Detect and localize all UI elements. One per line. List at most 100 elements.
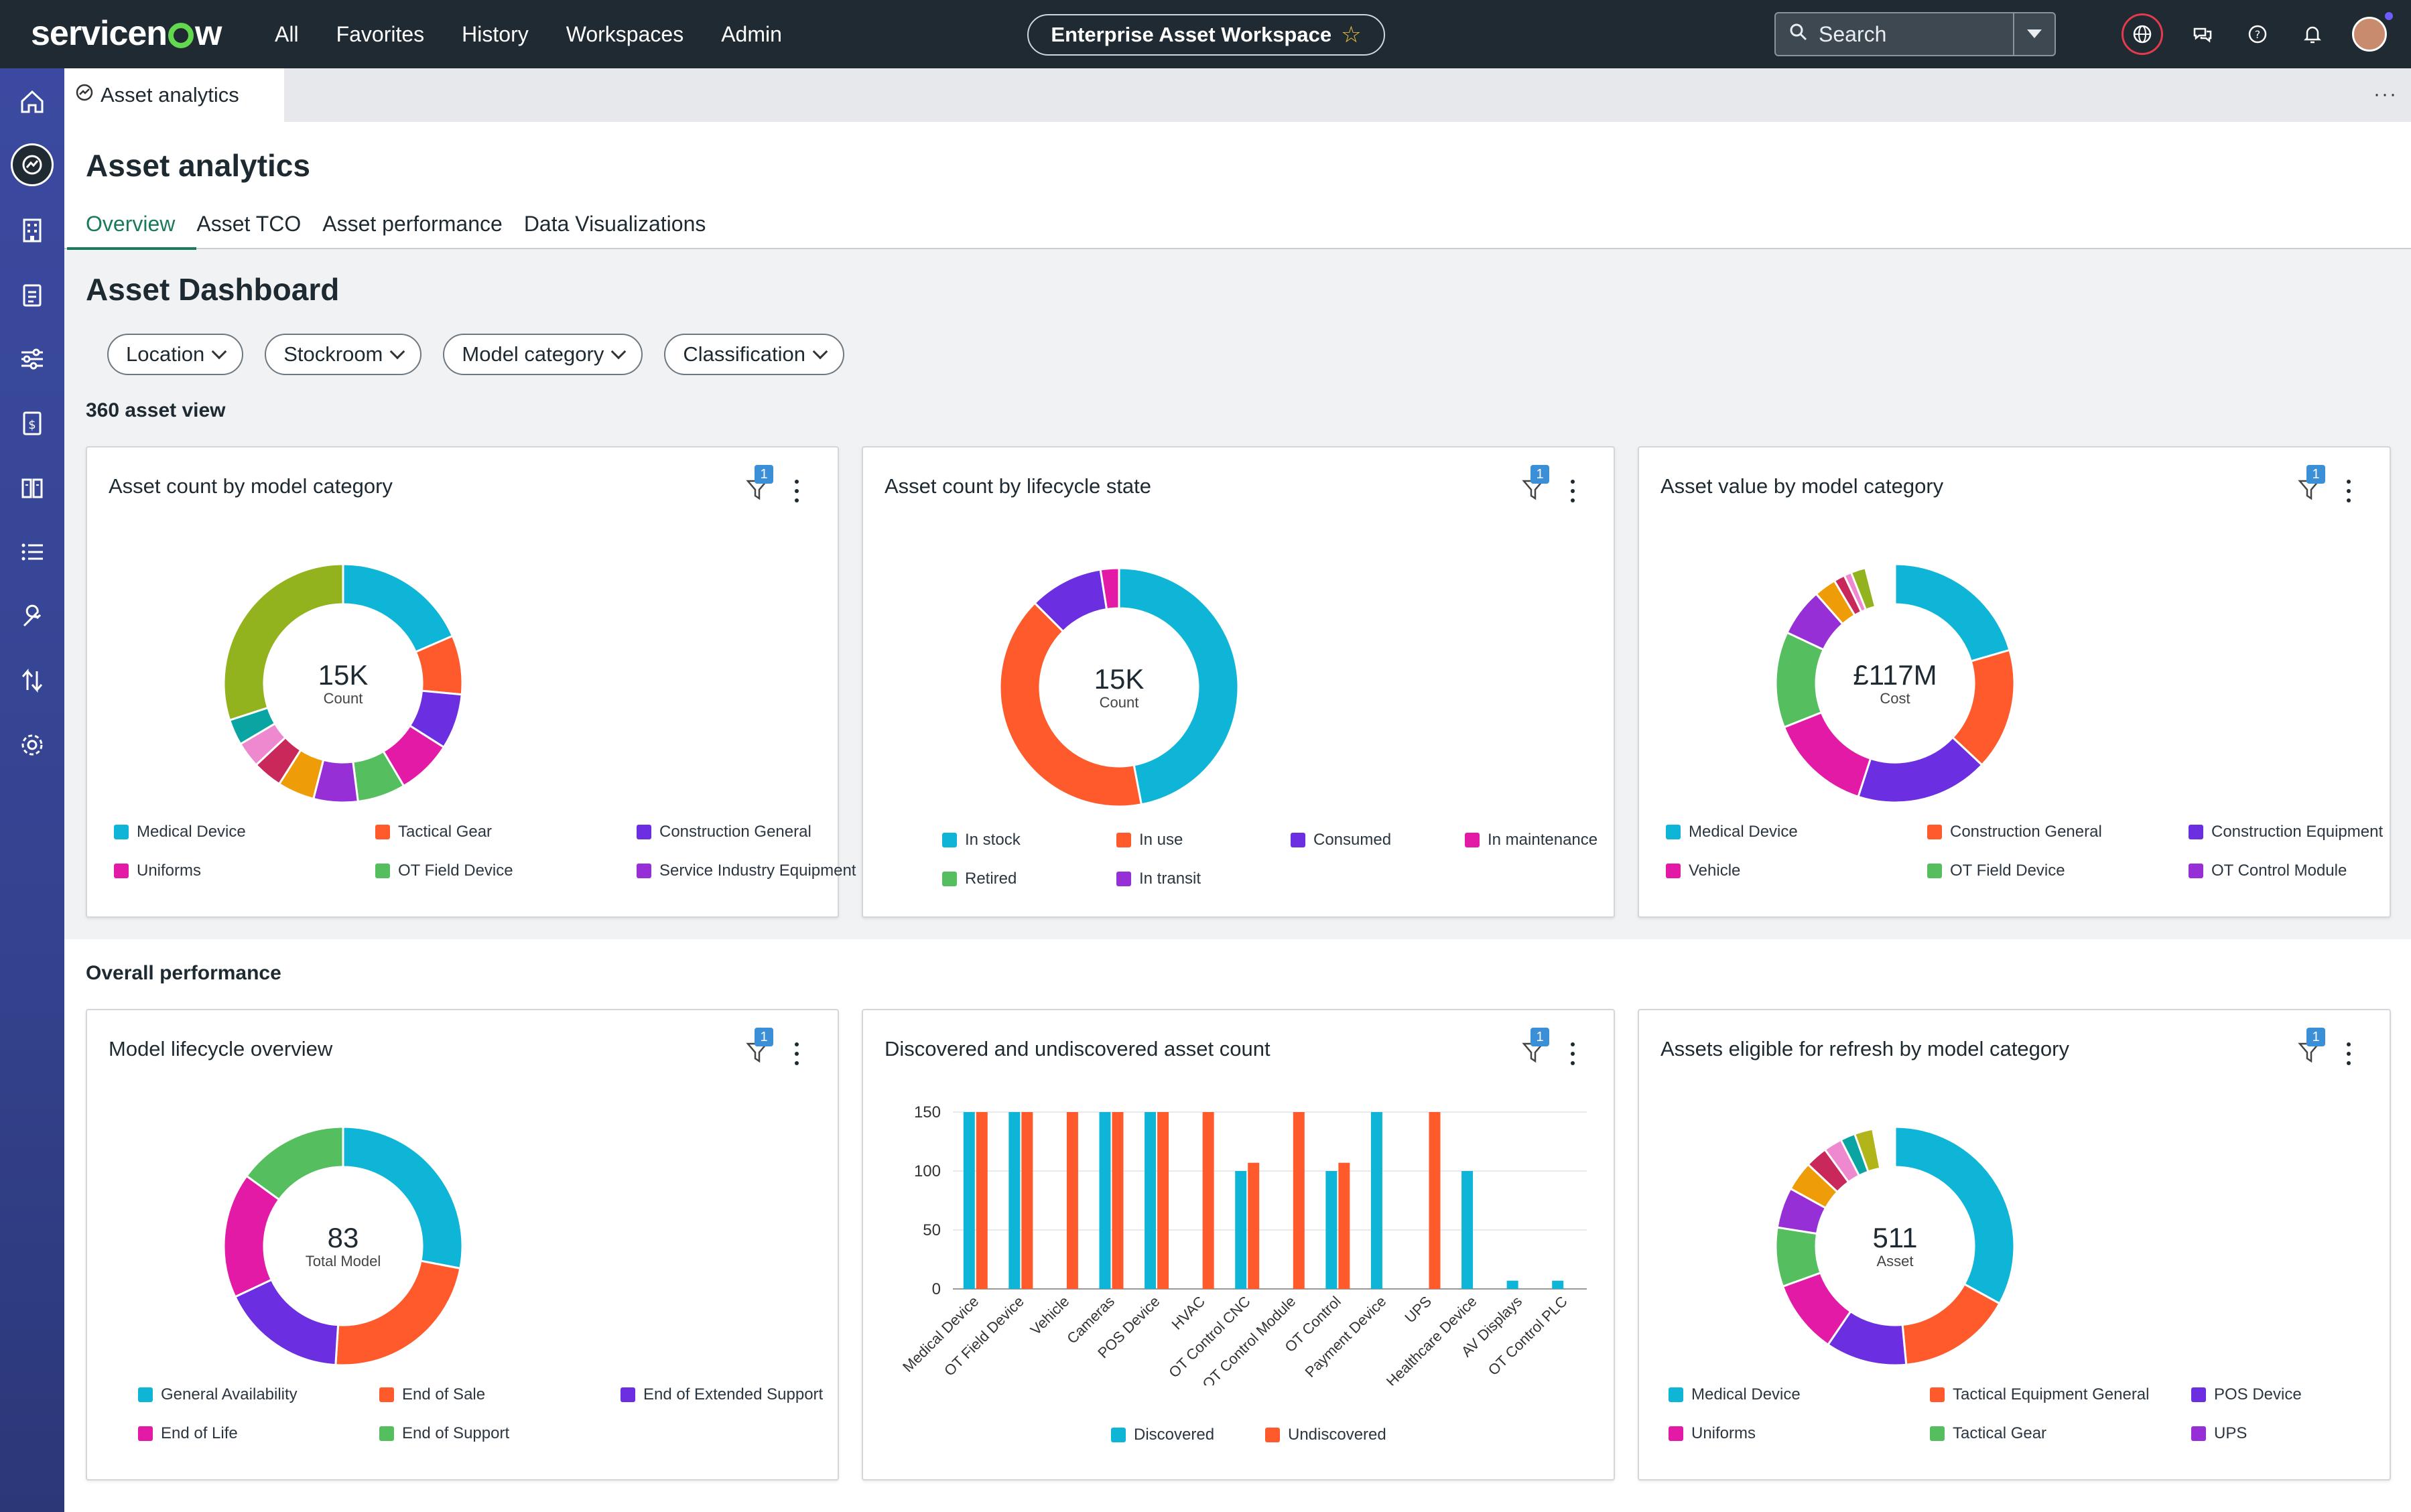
card-menu-icon[interactable]: [1569, 480, 1576, 502]
nav-admin[interactable]: Admin: [721, 21, 782, 46]
bar-undiscovered[interactable]: [1429, 1112, 1441, 1289]
tab-asset-performance[interactable]: Asset performance: [322, 212, 503, 236]
donut-slice[interactable]: [233, 1278, 340, 1367]
nav-favorites[interactable]: Favorites: [336, 21, 425, 46]
legend-item[interactable]: End of Sale: [379, 1385, 600, 1404]
bar-undiscovered[interactable]: [1066, 1112, 1078, 1289]
filter-location[interactable]: Location: [107, 334, 244, 375]
star-icon[interactable]: ☆: [1341, 22, 1362, 48]
filter-funnel-icon[interactable]: 1: [745, 465, 775, 505]
bar-discovered[interactable]: [1461, 1171, 1474, 1289]
bar-undiscovered[interactable]: [1202, 1112, 1214, 1289]
legend-item[interactable]: OT Control Module: [2189, 862, 2403, 880]
legend-item[interactable]: End of Life: [138, 1424, 359, 1443]
legend-item[interactable]: Construction General: [637, 823, 851, 841]
legend-item[interactable]: End of Support: [379, 1424, 600, 1443]
bar-undiscovered[interactable]: [1021, 1112, 1033, 1289]
donut-slice[interactable]: [1901, 1282, 2002, 1366]
building-icon[interactable]: [11, 209, 54, 252]
wrench-icon[interactable]: [11, 595, 54, 638]
bar-undiscovered[interactable]: [1338, 1162, 1350, 1289]
donut-slice[interactable]: [245, 1125, 344, 1201]
legend-item[interactable]: Vehicle: [1666, 862, 1907, 880]
donut-slice[interactable]: [1894, 1125, 2016, 1305]
donut-slice[interactable]: [1782, 711, 1872, 799]
nav-all[interactable]: All: [275, 21, 299, 46]
tab-overview[interactable]: Overview: [66, 212, 197, 250]
legend-item[interactable]: UPS: [2191, 1424, 2365, 1443]
legend-item[interactable]: Tactical Gear: [375, 823, 616, 841]
legend-item[interactable]: In stock: [942, 831, 1096, 849]
legend-item[interactable]: General Availability: [138, 1385, 359, 1404]
globe-icon[interactable]: [2122, 13, 2163, 55]
legend-item[interactable]: Discovered: [1111, 1426, 1245, 1444]
bar-discovered[interactable]: [1099, 1112, 1111, 1289]
finance-icon[interactable]: $: [11, 402, 54, 445]
bar-undiscovered[interactable]: [1157, 1112, 1169, 1289]
bar-discovered[interactable]: [1145, 1112, 1157, 1289]
sliders-icon[interactable]: [11, 338, 54, 381]
filter-classification[interactable]: Classification: [664, 334, 844, 375]
legend-item[interactable]: Construction Equipment: [2189, 823, 2403, 841]
legend-item[interactable]: Undiscovered: [1265, 1426, 1399, 1444]
nav-history[interactable]: History: [462, 21, 529, 46]
filter-funnel-icon[interactable]: 1: [745, 1028, 775, 1068]
legend-item[interactable]: In maintenance: [1465, 831, 1639, 849]
legend-item[interactable]: Medical Device: [1669, 1385, 1910, 1404]
nav-workspaces[interactable]: Workspaces: [566, 21, 684, 46]
donut-slice[interactable]: [1864, 563, 1896, 608]
bar-undiscovered[interactable]: [1248, 1162, 1260, 1289]
legend-item[interactable]: Retired: [942, 870, 1096, 888]
filter-funnel-icon[interactable]: 1: [2297, 1028, 2327, 1068]
legend-item[interactable]: Medical Device: [1666, 823, 1907, 841]
bar-discovered[interactable]: [1008, 1112, 1021, 1289]
legend-item[interactable]: Service Industry Equipment: [637, 862, 856, 880]
filter-funnel-icon[interactable]: 1: [2297, 465, 2327, 505]
tab-asset-tco[interactable]: Asset TCO: [196, 212, 302, 236]
legend-item[interactable]: Consumed: [1291, 831, 1445, 849]
search-scope-dropdown[interactable]: [2013, 13, 2055, 55]
filter-funnel-icon[interactable]: 1: [1521, 465, 1551, 505]
legend-item[interactable]: Tactical Equipment General: [1930, 1385, 2171, 1404]
card-menu-icon[interactable]: [793, 480, 800, 502]
more-options-icon[interactable]: ···: [2373, 83, 2398, 105]
legend-item[interactable]: Uniforms: [1669, 1424, 1910, 1443]
bar-undiscovered[interactable]: [976, 1112, 988, 1289]
bar-undiscovered[interactable]: [1112, 1112, 1124, 1289]
donut-slice[interactable]: [1857, 736, 1983, 804]
tab-asset-analytics[interactable]: Asset analytics: [64, 68, 284, 122]
card-menu-icon[interactable]: [2345, 1042, 2352, 1065]
donut-slice[interactable]: [222, 563, 344, 721]
donut-slice[interactable]: [334, 1259, 462, 1367]
settings-gear-icon[interactable]: [11, 724, 54, 766]
bar-discovered[interactable]: [1506, 1280, 1518, 1289]
legend-item[interactable]: In use: [1116, 831, 1270, 849]
legend-item[interactable]: POS Device: [2191, 1385, 2365, 1404]
global-search[interactable]: Search: [1774, 12, 2056, 56]
workspace-selector[interactable]: Enterprise Asset Workspace ☆: [1027, 14, 1385, 56]
filter-funnel-icon[interactable]: 1: [1521, 1028, 1551, 1068]
tab-data-visualizations[interactable]: Data Visualizations: [523, 212, 706, 236]
chat-icon[interactable]: [2187, 19, 2218, 50]
donut-slice[interactable]: [998, 602, 1143, 808]
legend-item[interactable]: Medical Device: [114, 823, 355, 841]
card-menu-icon[interactable]: [1569, 1042, 1576, 1065]
bar-discovered[interactable]: [1325, 1171, 1338, 1289]
donut-slice[interactable]: [1871, 1125, 1896, 1170]
donut-slice[interactable]: [1099, 567, 1120, 611]
legend-item[interactable]: Construction General: [1927, 823, 2168, 841]
home-icon[interactable]: [11, 80, 54, 123]
bar-discovered[interactable]: [1552, 1280, 1564, 1289]
card-menu-icon[interactable]: [2345, 480, 2352, 502]
legend-item[interactable]: Tactical Gear: [1930, 1424, 2171, 1443]
search-input[interactable]: Search: [1819, 21, 1887, 46]
legend-item[interactable]: OT Field Device: [1927, 862, 2168, 880]
book-icon[interactable]: [11, 466, 54, 509]
clipboard-icon[interactable]: [11, 273, 54, 316]
list-icon[interactable]: [11, 531, 54, 573]
donut-slice[interactable]: [342, 1125, 464, 1270]
legend-item[interactable]: OT Field Device: [375, 862, 616, 880]
legend-item[interactable]: In transit: [1116, 870, 1270, 888]
bar-discovered[interactable]: [1370, 1112, 1382, 1289]
filter-model-category[interactable]: Model category: [443, 334, 643, 375]
